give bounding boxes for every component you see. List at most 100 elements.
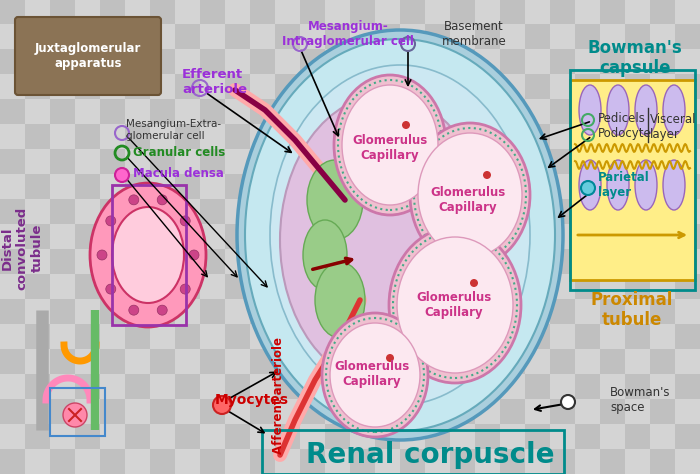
- Bar: [450, 224, 475, 249]
- Bar: [125, 274, 150, 299]
- Ellipse shape: [334, 75, 446, 215]
- Bar: [675, 399, 700, 424]
- Bar: [425, 349, 450, 374]
- Text: Bowman's
space: Bowman's space: [610, 386, 671, 414]
- Bar: [225, 124, 250, 149]
- Bar: [550, 249, 575, 274]
- Bar: [325, 274, 350, 299]
- Bar: [200, 224, 225, 249]
- Bar: [550, 374, 575, 399]
- Bar: [300, 149, 325, 174]
- Ellipse shape: [322, 313, 428, 437]
- Bar: [525, 99, 550, 124]
- Bar: [50, 124, 75, 149]
- Bar: [400, 99, 425, 124]
- Bar: [625, 349, 650, 374]
- Bar: [575, 149, 600, 174]
- Bar: [650, 274, 675, 299]
- Bar: [175, 399, 200, 424]
- Bar: [600, 174, 625, 199]
- Bar: [475, 49, 500, 74]
- Bar: [100, 0, 125, 24]
- Bar: [100, 24, 125, 49]
- Bar: [0, 324, 25, 349]
- Text: Granular cells: Granular cells: [133, 146, 225, 158]
- Bar: [500, 0, 525, 24]
- Bar: [425, 24, 450, 49]
- Bar: [600, 249, 625, 274]
- Bar: [50, 24, 75, 49]
- Bar: [175, 49, 200, 74]
- Bar: [425, 0, 450, 24]
- Bar: [525, 299, 550, 324]
- Bar: [475, 424, 500, 449]
- Bar: [175, 199, 200, 224]
- Bar: [400, 224, 425, 249]
- Bar: [225, 374, 250, 399]
- Ellipse shape: [635, 160, 657, 210]
- Bar: [375, 424, 400, 449]
- Bar: [375, 249, 400, 274]
- Bar: [350, 124, 375, 149]
- Circle shape: [561, 395, 575, 409]
- Bar: [500, 199, 525, 224]
- Bar: [375, 299, 400, 324]
- Bar: [100, 374, 125, 399]
- Text: Glomerulus
Capillary: Glomerulus Capillary: [430, 186, 505, 214]
- Bar: [650, 324, 675, 349]
- Bar: [450, 74, 475, 99]
- Bar: [525, 199, 550, 224]
- Bar: [300, 0, 325, 24]
- Bar: [350, 274, 375, 299]
- Bar: [450, 149, 475, 174]
- Bar: [675, 374, 700, 399]
- Ellipse shape: [663, 160, 685, 210]
- Bar: [150, 124, 175, 149]
- Bar: [125, 349, 150, 374]
- Bar: [200, 0, 225, 24]
- Bar: [225, 349, 250, 374]
- Bar: [400, 374, 425, 399]
- Bar: [350, 199, 375, 224]
- Bar: [50, 449, 75, 474]
- Bar: [275, 349, 300, 374]
- Bar: [350, 349, 375, 374]
- Bar: [475, 399, 500, 424]
- Bar: [250, 424, 275, 449]
- Bar: [525, 349, 550, 374]
- Bar: [650, 124, 675, 149]
- Bar: [75, 249, 100, 274]
- Bar: [350, 424, 375, 449]
- Bar: [550, 74, 575, 99]
- Bar: [425, 99, 450, 124]
- Bar: [325, 149, 350, 174]
- Bar: [575, 399, 600, 424]
- Bar: [625, 174, 650, 199]
- Bar: [0, 149, 25, 174]
- Bar: [150, 224, 175, 249]
- Circle shape: [483, 171, 491, 179]
- Bar: [400, 274, 425, 299]
- Bar: [650, 424, 675, 449]
- Bar: [425, 174, 450, 199]
- Bar: [275, 49, 300, 74]
- Bar: [200, 374, 225, 399]
- Bar: [50, 0, 75, 24]
- Bar: [100, 224, 125, 249]
- Bar: [25, 274, 50, 299]
- Bar: [125, 374, 150, 399]
- Bar: [575, 449, 600, 474]
- Text: Pedicels: Pedicels: [598, 111, 646, 125]
- Bar: [50, 299, 75, 324]
- Bar: [250, 99, 275, 124]
- Bar: [375, 49, 400, 74]
- Ellipse shape: [342, 85, 438, 205]
- Bar: [425, 274, 450, 299]
- Bar: [150, 74, 175, 99]
- Bar: [100, 449, 125, 474]
- Bar: [125, 249, 150, 274]
- Bar: [570, 70, 695, 290]
- Bar: [50, 49, 75, 74]
- Bar: [500, 274, 525, 299]
- Bar: [275, 374, 300, 399]
